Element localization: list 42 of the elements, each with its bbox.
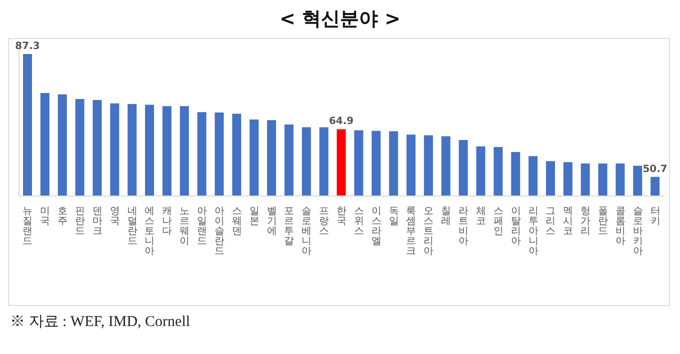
- x-tick-label: 에스토니아: [144, 206, 155, 257]
- x-tick-label: 벨기에: [266, 206, 277, 237]
- x-tick-label: 노르웨이: [180, 206, 190, 247]
- x-tick-label: 미국: [40, 206, 50, 227]
- x-tick-label: 영국: [110, 206, 120, 227]
- x-tick-label: 호주: [58, 206, 68, 227]
- x-tick-label: 폴란드: [598, 206, 608, 237]
- x-tick-label: 뉴질랜드: [22, 206, 33, 247]
- x-tick-label: 칠레: [441, 206, 452, 227]
- x-tick-label: 스페인: [493, 206, 504, 237]
- x-tick-label: 덴마크: [92, 206, 102, 237]
- x-tick-label: 캐나다: [162, 206, 172, 237]
- x-tick-label: 터키: [650, 206, 660, 227]
- x-tick-label: 리투아니아: [528, 206, 538, 257]
- x-tick-label: 이탈리아: [510, 206, 521, 247]
- x-tick-label: 체코: [476, 206, 486, 227]
- x-tick-label: 이스라엘: [371, 206, 382, 247]
- x-tick-label: 그리스: [546, 206, 556, 237]
- x-tick-label: 일본: [249, 206, 260, 227]
- x-tick-label: 슬로베니아: [302, 206, 312, 257]
- x-tick-label: 핀란드: [75, 206, 86, 237]
- x-tick-label: 아일랜드: [197, 206, 208, 247]
- x-tick-label: 오스트리아: [424, 206, 434, 257]
- x-tick-label: 독일: [388, 206, 399, 227]
- data-label: 64.9: [328, 116, 354, 128]
- data-label: 87.3: [15, 41, 40, 52]
- x-tick-label: 헝가리: [580, 206, 591, 237]
- x-tick-label: 콜롬비아: [615, 206, 626, 247]
- x-tick-label: 네덜란드: [127, 206, 138, 247]
- chart-title: < 혁신분야 >: [278, 7, 402, 32]
- x-tick-label: 아이슬란드: [214, 206, 224, 257]
- data-label: 50.7: [642, 164, 668, 175]
- x-tick-label: 라트비아: [458, 206, 469, 247]
- x-tick-label: 멕시코: [563, 206, 574, 237]
- x-tick-label: 스위스: [354, 206, 364, 237]
- text: ※ 자료 : WEF, IMD, Cornell: [10, 313, 190, 331]
- x-tick-label: 슬로바키아: [632, 206, 643, 257]
- x-tick-label: 룩셈부르크: [406, 206, 416, 257]
- x-tick-label: 한국: [336, 206, 346, 227]
- x-tick-label: 스웨덴: [232, 206, 242, 237]
- x-tick-label: 프랑스: [319, 206, 330, 237]
- x-tick-label: 포르투갈: [284, 206, 294, 247]
